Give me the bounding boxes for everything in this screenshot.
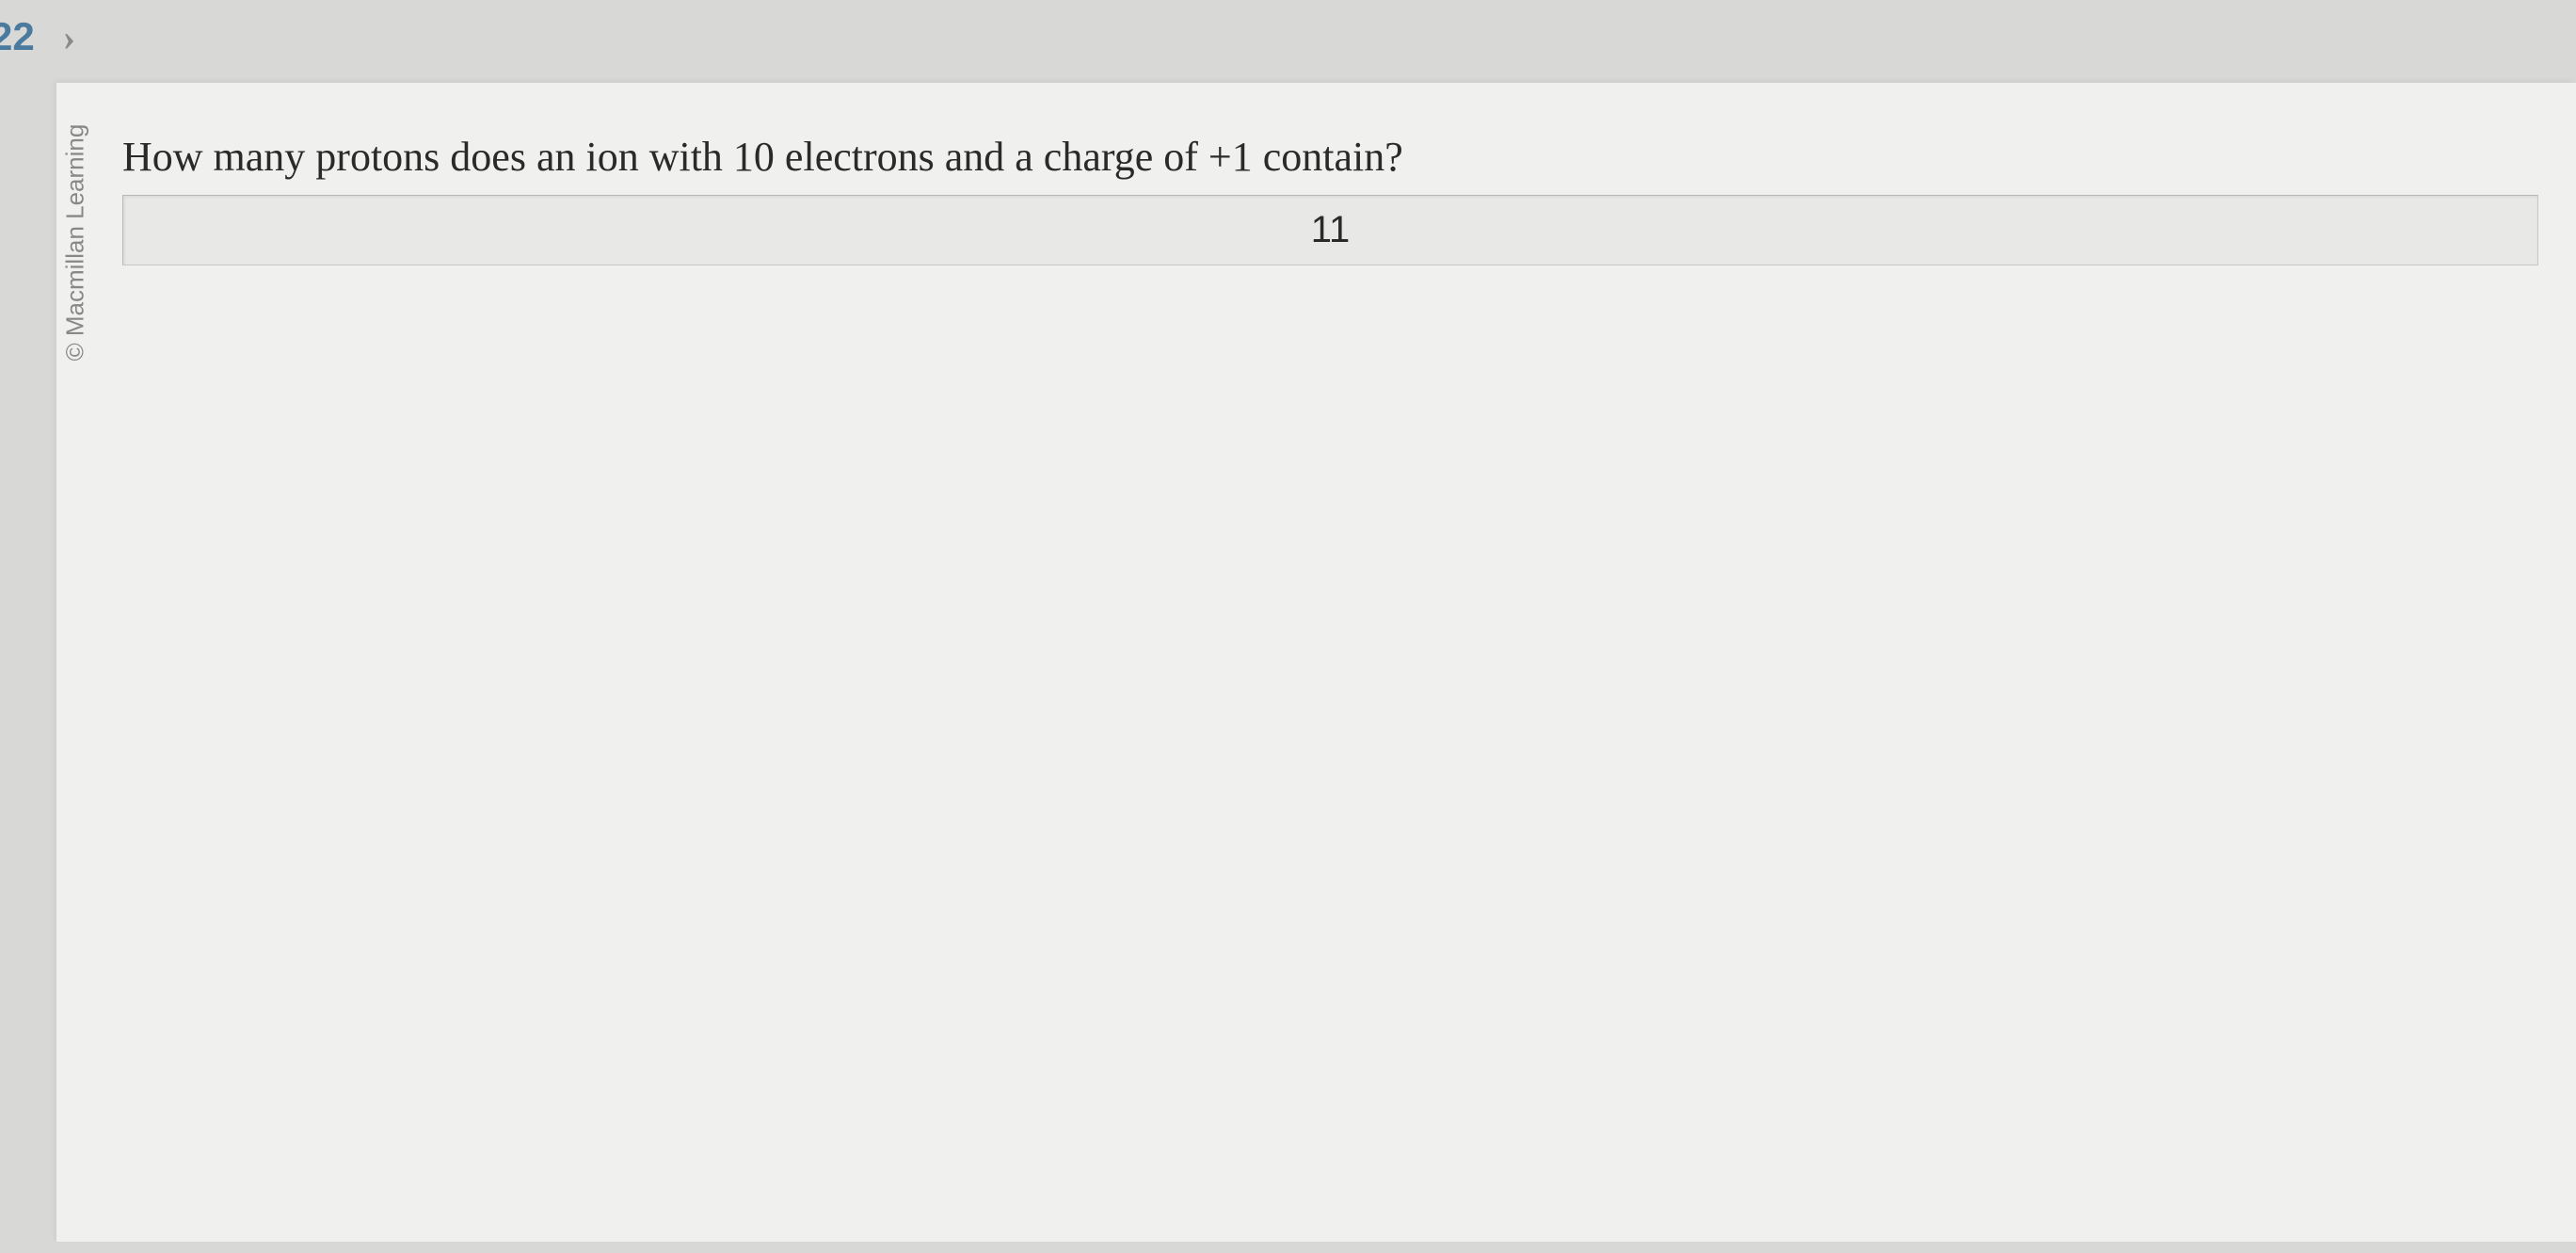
question-prompt: How many protons does an ion with 10 ele… [122,130,2538,184]
question-panel: © Macmillan Learning How many protons do… [56,83,2576,1242]
top-navigation: 22 › [0,0,2576,83]
copyright-label: © Macmillan Learning [61,124,90,361]
next-chevron-icon[interactable]: › [63,15,75,59]
question-number: 22 [0,14,35,59]
answer-input[interactable] [122,195,2538,265]
